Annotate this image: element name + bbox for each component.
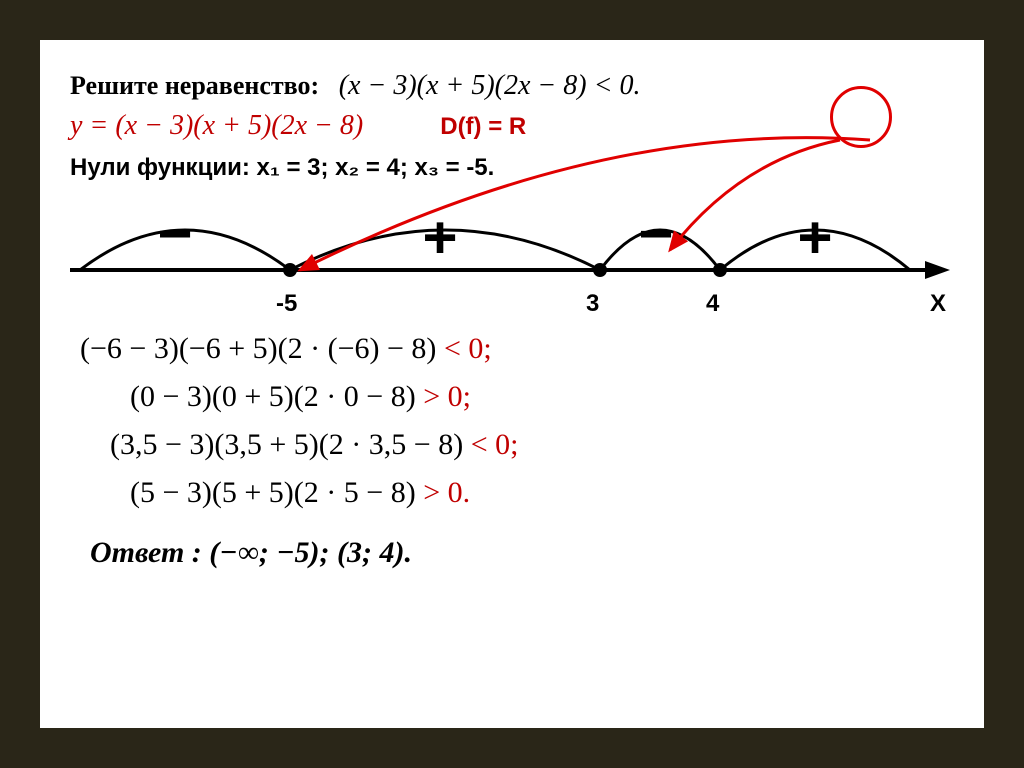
answer-label: Ответ : bbox=[90, 536, 202, 569]
x-axis-label: X bbox=[930, 290, 946, 318]
test-line: (−6 − 3)(−6 + 5)(2 · (−6) − 8) < 0; bbox=[80, 332, 954, 366]
test-expr: (3,5 − 3)(3,5 + 5)(2 · 3,5 − 8) bbox=[110, 428, 463, 461]
test-result: < 0; bbox=[463, 428, 518, 461]
function-line: y = (x − 3)(x + 5)(2x − 8) D(f) = R bbox=[70, 110, 954, 142]
test-line: (5 − 3)(5 + 5)(2 · 5 − 8) > 0. bbox=[130, 476, 954, 510]
svg-text:−: − bbox=[638, 200, 673, 267]
tick-label: 3 bbox=[586, 290, 599, 318]
test-calculations: (−6 − 3)(−6 + 5)(2 · (−6) − 8) < 0; (0 − … bbox=[70, 332, 954, 510]
test-expr: (0 − 3)(0 + 5)(2 · 0 − 8) bbox=[130, 380, 416, 413]
test-expr: (−6 − 3)(−6 + 5)(2 · (−6) − 8) bbox=[80, 332, 436, 365]
number-line-labels: -5 3 4 X bbox=[70, 290, 950, 318]
test-line: (3,5 − 3)(3,5 + 5)(2 · 3,5 − 8) < 0; bbox=[110, 428, 954, 462]
answer-value: (−∞; −5); (3; 4). bbox=[209, 536, 412, 569]
zero-x2: x₂ = 4; bbox=[335, 154, 408, 181]
test-line: (0 − 3)(0 + 5)(2 · 0 − 8) > 0; bbox=[130, 380, 954, 414]
svg-text:+: + bbox=[422, 204, 457, 271]
tick-label: -5 bbox=[276, 290, 297, 318]
zero-x3: x₃ = -5. bbox=[415, 154, 495, 181]
prompt-line: Решите неравенство: (x − 3)(x + 5)(2x − … bbox=[70, 70, 954, 102]
domain-text: D(f) = R bbox=[440, 113, 526, 140]
prompt-label: Решите неравенство: bbox=[70, 71, 319, 100]
number-line: − + − + bbox=[70, 200, 950, 290]
y-expression: y = (x − 3)(x + 5)(2x − 8) bbox=[70, 110, 363, 141]
tick-label: 4 bbox=[706, 290, 719, 318]
svg-text:+: + bbox=[797, 204, 832, 271]
zeros-line: Нули функции: x₁ = 3; x₂ = 4; x₃ = -5. bbox=[70, 154, 954, 182]
zero-x1: x₁ = 3; bbox=[257, 154, 329, 181]
slide: Решите неравенство: (x − 3)(x + 5)(2x − … bbox=[40, 40, 984, 728]
svg-text:−: − bbox=[157, 200, 192, 267]
zeros-label: Нули функции: bbox=[70, 154, 250, 181]
inequality-expr: (x − 3)(x + 5)(2x − 8) < 0. bbox=[339, 70, 641, 101]
test-result: > 0; bbox=[416, 380, 471, 413]
test-expr: (5 − 3)(5 + 5)(2 · 5 − 8) bbox=[130, 476, 416, 509]
answer-line: Ответ : (−∞; −5); (3; 4). bbox=[90, 536, 954, 570]
test-result: > 0. bbox=[416, 476, 470, 509]
test-result: < 0; bbox=[436, 332, 491, 365]
number-line-svg: − + − + bbox=[70, 200, 950, 290]
